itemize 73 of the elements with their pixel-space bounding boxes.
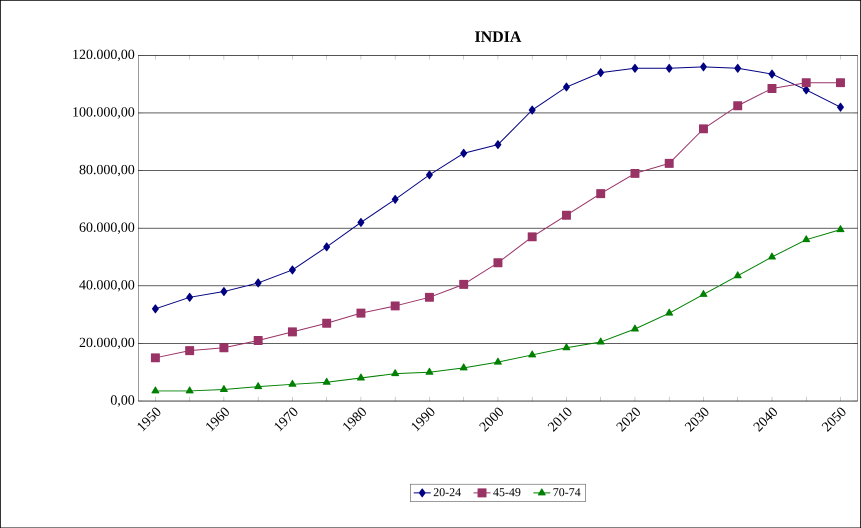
point [322, 378, 331, 385]
point [150, 353, 160, 362]
y-tick-label: 100.000,00 [73, 107, 134, 119]
point [288, 380, 296, 387]
y-tick-label: 0,00 [110, 395, 134, 407]
point [494, 358, 502, 364]
point [185, 346, 194, 355]
point [288, 327, 297, 336]
point [666, 64, 673, 73]
point [631, 64, 638, 73]
point [562, 82, 570, 92]
point [493, 258, 502, 268]
point [186, 292, 194, 302]
point [357, 218, 364, 227]
point [528, 232, 537, 242]
point [152, 304, 159, 314]
point [631, 324, 639, 332]
point [630, 168, 640, 178]
point [768, 69, 776, 78]
point [768, 252, 776, 260]
point [767, 84, 776, 93]
legend-label: 45-49 [493, 488, 520, 496]
point [698, 124, 708, 134]
point [802, 235, 810, 242]
point [391, 369, 400, 376]
chart-title: INDIA [475, 31, 522, 42]
point [665, 308, 674, 316]
point [426, 170, 433, 180]
point [700, 62, 707, 72]
point [664, 158, 674, 168]
point [322, 318, 332, 328]
y-tick-label: 40.000,00 [79, 280, 134, 292]
point [220, 384, 228, 392]
point [562, 343, 570, 350]
point [254, 336, 263, 345]
point [254, 278, 262, 288]
point [836, 78, 845, 88]
legend-label: 70-74 [554, 488, 580, 496]
point [356, 373, 365, 380]
point [254, 382, 262, 389]
y-tick-label: 20.000,00 [80, 338, 134, 349]
point [700, 290, 708, 297]
point [460, 363, 468, 370]
point [837, 102, 844, 112]
point [288, 265, 296, 274]
point [596, 337, 605, 344]
point [219, 343, 228, 352]
point [390, 301, 400, 310]
point [424, 292, 434, 302]
point [220, 286, 228, 296]
point [528, 105, 536, 114]
point [528, 350, 536, 358]
legend-label: 20-24 [434, 488, 461, 496]
point [460, 148, 468, 158]
point [734, 64, 742, 73]
point [836, 224, 844, 232]
point [425, 368, 434, 375]
point [151, 386, 160, 394]
point [459, 280, 468, 289]
point [596, 188, 606, 198]
point [562, 210, 571, 220]
point [597, 68, 604, 77]
point [494, 140, 502, 149]
point [392, 194, 399, 204]
y-tick-label: 60.000,00 [80, 222, 134, 234]
y-tick-label: 120.000,00 [73, 49, 134, 61]
y-tick-label: 80.000,00 [80, 164, 134, 176]
point [733, 101, 742, 110]
point [186, 386, 194, 394]
point [802, 78, 811, 88]
point [734, 271, 742, 278]
point [356, 308, 366, 318]
point [323, 242, 330, 252]
